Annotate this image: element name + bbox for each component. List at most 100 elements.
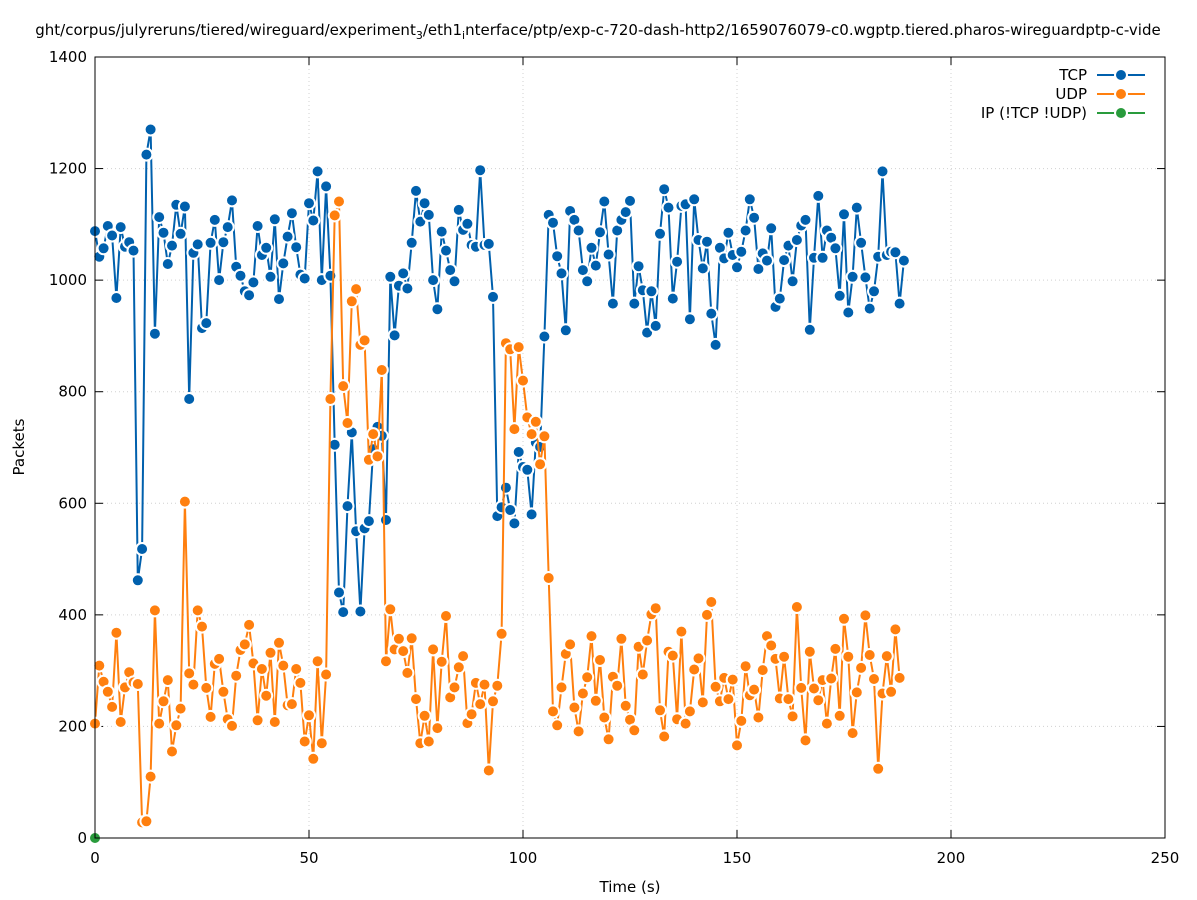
data-point [738, 223, 753, 238]
data-point [528, 414, 543, 429]
data-point [546, 704, 560, 719]
data-point [203, 235, 218, 250]
data-point [310, 164, 325, 179]
data-point [558, 323, 573, 338]
data-point [464, 707, 479, 722]
data-point [888, 245, 903, 260]
series-udp [88, 194, 907, 830]
data-point [794, 680, 809, 695]
data-point [845, 726, 860, 741]
data-point [575, 263, 590, 278]
data-point [370, 449, 385, 464]
data-point [751, 262, 766, 276]
data-point [289, 662, 304, 676]
legend-label: IP (!TCP !UDP) [981, 104, 1087, 122]
data-point [421, 734, 436, 749]
data-point [426, 642, 441, 657]
data-point [785, 709, 800, 724]
data-point [584, 629, 599, 644]
data-point [143, 769, 158, 784]
data-point [272, 292, 286, 307]
data-point [862, 648, 877, 662]
data-point [383, 602, 398, 617]
data-point [383, 269, 398, 284]
data-point [426, 273, 441, 288]
series-tcp [88, 122, 911, 620]
data-point [105, 228, 120, 243]
data-point [571, 223, 586, 238]
data-point [417, 708, 432, 723]
series-layer [88, 122, 911, 845]
legend-label: UDP [1055, 85, 1087, 103]
legend-marker [1114, 106, 1128, 120]
y-tick-label: 200 [58, 717, 87, 735]
data-point [400, 665, 415, 680]
title-main: ght/corpus/julyreruns/tiered/wireguard/e… [35, 21, 416, 39]
data-point [730, 260, 744, 275]
data-point [250, 713, 265, 728]
data-point [451, 660, 466, 675]
x-tick-label: 100 [509, 849, 538, 867]
data-point [537, 329, 552, 344]
data-point [837, 207, 851, 222]
data-point [293, 675, 308, 690]
data-point [811, 188, 826, 203]
data-point [199, 680, 214, 695]
data-point [738, 659, 753, 674]
data-point [225, 193, 239, 208]
data-point [854, 235, 869, 250]
data-point [665, 648, 680, 663]
data-point [875, 164, 890, 179]
data-point [207, 212, 222, 227]
data-point [802, 644, 817, 659]
data-point [216, 235, 231, 250]
data-point [682, 312, 697, 327]
x-tick-labels: 0 50 100 150 200 250 [90, 849, 1179, 867]
data-point [92, 658, 107, 673]
data-point [789, 233, 804, 247]
data-point [439, 243, 453, 258]
data-point [263, 645, 278, 660]
data-point [815, 250, 830, 265]
data-point [409, 183, 423, 198]
data-point [404, 235, 419, 250]
data-point [259, 240, 274, 255]
data-point [764, 638, 779, 653]
data-point [601, 247, 616, 262]
data-point [648, 318, 663, 333]
data-point [653, 226, 667, 241]
data-point [567, 700, 582, 715]
data-point [597, 710, 612, 725]
data-point [237, 637, 252, 652]
x-tick-label: 50 [299, 849, 318, 867]
data-point [319, 667, 334, 682]
y-tick-labels: 0 200 400 600 800 1000 1200 1400 [49, 48, 87, 847]
title-sub-1: 3 [416, 29, 423, 42]
data-point [379, 513, 393, 527]
data-point [524, 507, 539, 522]
data-point [674, 624, 689, 639]
data-point [537, 429, 552, 444]
data-point [490, 678, 505, 693]
data-point [725, 672, 740, 687]
data-point [314, 736, 329, 751]
data-point [284, 206, 299, 221]
data-point [109, 625, 124, 640]
data-point [139, 814, 154, 829]
data-point [267, 715, 282, 729]
data-point [772, 291, 787, 306]
data-point [627, 296, 642, 311]
data-point [682, 704, 697, 719]
x-tick-label: 150 [723, 849, 752, 867]
data-point [533, 457, 548, 472]
data-point [340, 416, 355, 430]
data-point [764, 221, 779, 236]
data-point [130, 573, 145, 588]
data-point [670, 254, 685, 269]
data-point [605, 296, 620, 311]
data-point [113, 715, 128, 729]
data-point [430, 302, 445, 317]
data-point [789, 600, 804, 614]
data-point [854, 660, 869, 675]
